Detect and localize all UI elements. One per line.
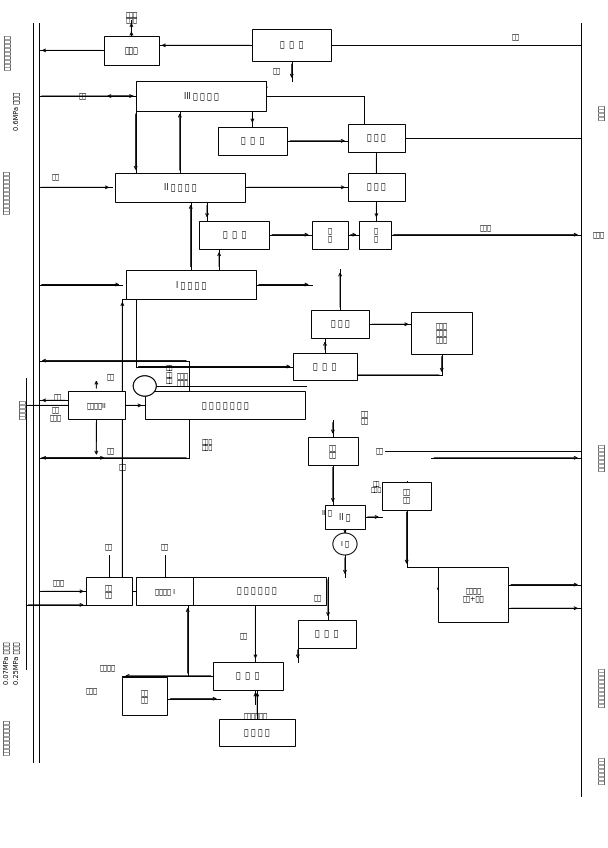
Text: 固 液 蒸 馏 蒸 塔: 固 液 蒸 馏 蒸 塔	[237, 587, 277, 596]
Bar	[293, 353, 357, 381]
Text: 循环
冷却水: 循环 冷却水	[50, 407, 62, 421]
Bar	[213, 662, 283, 689]
Bar	[312, 220, 348, 248]
Bar	[382, 482, 432, 510]
Bar	[252, 30, 331, 61]
Text: 滤过母液: 滤过母液	[99, 664, 116, 671]
Text: 去液凝
蒸馏器: 去液凝 蒸馏器	[177, 372, 189, 387]
Text: 蒸汽: 蒸汽	[52, 173, 60, 180]
Bar	[348, 173, 405, 201]
Text: 氢气去高真空吸收塔: 氢气去高真空吸收塔	[4, 34, 11, 70]
Text: 脱氢单塔: 脱氢单塔	[598, 105, 605, 121]
Bar	[311, 310, 369, 338]
Text: 回收闪
蒸汽和
冷凝水: 回收闪 蒸汽和 冷凝水	[436, 322, 447, 343]
Text: 气相: 气相	[79, 92, 87, 99]
Text: 液相: 液相	[161, 544, 168, 550]
Text: 0.6MPa 水蒸汽: 0.6MPa 水蒸汽	[13, 92, 20, 131]
Text: 0.25MPa 水蒸汽: 0.25MPa 水蒸汽	[13, 641, 20, 683]
Text: 液 砖 热 泵 蒸 馏 塔: 液 砖 热 泵 蒸 馏 塔	[202, 401, 249, 410]
Bar	[187, 577, 326, 605]
Bar	[412, 311, 472, 354]
Text: 0.07MPa 水蒸汽: 0.07MPa 水蒸汽	[3, 641, 10, 683]
Ellipse shape	[333, 533, 357, 555]
Bar	[348, 125, 405, 153]
Text: 压  缩  器: 压 缩 器	[313, 362, 337, 371]
Text: 去液凝
蒸馏器: 去液凝 蒸馏器	[201, 439, 213, 451]
Text: 气相: 气相	[54, 393, 61, 400]
Text: 过  滤  器: 过 滤 器	[237, 672, 260, 680]
Ellipse shape	[133, 376, 156, 396]
Text: 液相: 液相	[375, 448, 384, 455]
Text: 冷  凝  器: 冷 凝 器	[315, 629, 339, 638]
Text: 石灰粉: 石灰粉	[86, 687, 98, 694]
Text: 冷却水: 冷却水	[125, 17, 137, 23]
Bar	[67, 392, 125, 420]
Text: 冷凝器: 冷凝器	[125, 46, 139, 55]
Text: 液分
离器: 液分 离器	[402, 488, 410, 503]
Text: 气相: 气相	[105, 544, 113, 550]
Text: 冷媒液: 冷媒液	[53, 579, 65, 586]
Text: 砂浆送排渣泵: 砂浆送排渣泵	[243, 712, 268, 719]
Text: 废液去综合利用: 废液去综合利用	[598, 756, 605, 784]
Text: 蒸
结: 蒸 结	[328, 227, 332, 242]
Text: 液相: 液相	[272, 67, 281, 74]
Text: 氨冷凝器II: 氨冷凝器II	[86, 402, 106, 409]
Bar	[145, 392, 305, 420]
Text: 氯化钓: 氯化钓	[593, 232, 605, 238]
Bar	[308, 437, 358, 465]
Text: I 区: I 区	[341, 541, 349, 547]
Text: 液相
分离器: 液相 分离器	[371, 482, 382, 494]
Text: 液相: 液相	[119, 463, 126, 470]
Text: 液相: 液相	[240, 632, 247, 639]
Bar	[325, 505, 365, 529]
Text: 低质纯的生产工序废蒸汽: 低质纯的生产工序废蒸汽	[3, 170, 10, 214]
Text: 汽液
蒸馏: 汽液 蒸馏	[361, 410, 368, 424]
Text: 氢气去低真空吸收塔: 氢气去低真空吸收塔	[3, 719, 10, 755]
Ellipse shape	[133, 376, 156, 396]
Bar	[218, 127, 287, 155]
Bar	[126, 270, 256, 299]
Text: 澄 水 罐: 澄 水 罐	[367, 134, 385, 142]
Text: 液相: 液相	[106, 448, 114, 455]
Text: 石灰
窑包: 石灰 窑包	[140, 689, 149, 703]
Text: 氯化钠: 氯化钠	[479, 225, 491, 232]
Text: 冷却水: 冷却水	[125, 12, 137, 18]
Bar	[359, 220, 391, 248]
Text: 钒液净化
粗滤+压滤: 钒液净化 粗滤+压滤	[463, 588, 484, 602]
Bar	[115, 172, 245, 202]
Text: 加 热 器: 加 热 器	[331, 320, 350, 329]
Text: 液相: 液相	[511, 34, 519, 40]
Text: 浓 缩 罐: 浓 缩 罐	[367, 183, 385, 192]
Text: 区  分  器: 区 分 器	[280, 41, 303, 50]
Text: 净化高钒液去制氯化钒: 净化高钒液去制氯化钒	[598, 667, 605, 708]
Text: 氨冷
却器: 氨冷 却器	[105, 584, 113, 599]
Text: 过  滤  器: 过 滤 器	[223, 230, 246, 239]
Text: 液分
离器: 液分 离器	[329, 444, 337, 458]
Text: II 效 蒸 发 器: II 效 蒸 发 器	[164, 183, 196, 192]
Text: 蒸汽: 蒸汽	[106, 373, 114, 380]
Bar	[86, 577, 132, 605]
Bar	[136, 81, 266, 111]
Text: 去液
凝蒸
馏器: 去液 凝蒸 馏器	[166, 365, 173, 384]
Bar	[104, 36, 159, 65]
Bar	[136, 577, 193, 605]
Text: 过  滤  器: 过 滤 器	[241, 137, 264, 145]
Bar	[298, 620, 356, 648]
Text: 液相: 液相	[313, 594, 321, 600]
Text: 氯化钉饱和溶液: 氯化钉饱和溶液	[598, 444, 605, 471]
Text: II 区: II 区	[322, 510, 332, 516]
Bar	[219, 718, 295, 746]
Text: I 效 蒸 发 器: I 效 蒸 发 器	[176, 280, 206, 289]
Text: 循环冷却水: 循环冷却水	[19, 399, 26, 419]
Text: II 区: II 区	[339, 512, 351, 522]
Text: 离
分: 离 分	[373, 227, 377, 242]
Bar	[122, 678, 167, 715]
Bar	[438, 567, 508, 622]
Text: 氨冷凝器 I: 氨冷凝器 I	[154, 588, 174, 594]
Text: III 效 蒸 发 器: III 效 蒸 发 器	[184, 92, 218, 101]
Text: 加 灰 装 置: 加 灰 装 置	[244, 728, 270, 737]
Bar	[199, 220, 269, 248]
